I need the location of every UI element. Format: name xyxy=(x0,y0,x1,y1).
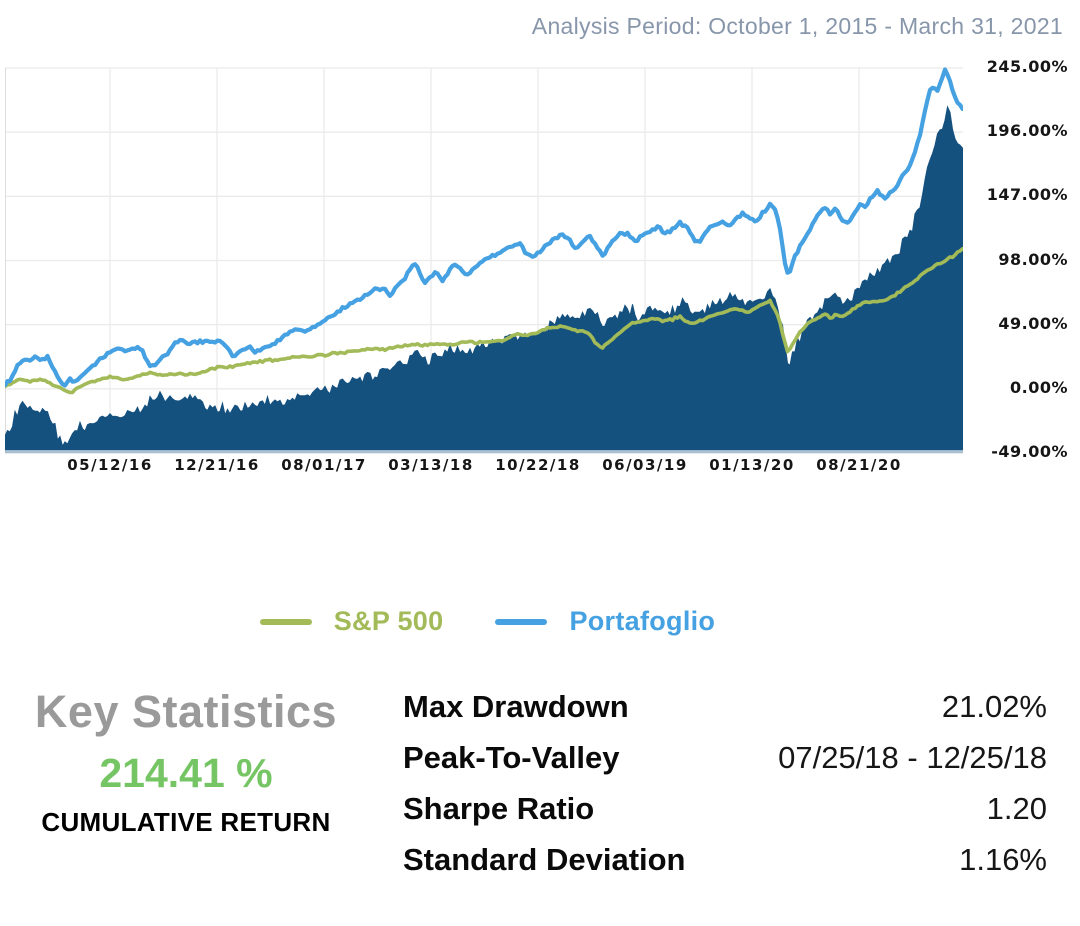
key-statistics-title: Key Statistics xyxy=(34,686,338,737)
x-tick-label: 03/13/18 xyxy=(388,456,474,474)
key-statistics-block: Key Statistics 214.41 % CUMULATIVE RETUR… xyxy=(5,686,367,838)
stat-label-sharpe-ratio: Sharpe Ratio xyxy=(403,791,595,826)
stat-value-peak-to-valley: 07/25/18 - 12/25/18 xyxy=(778,740,1047,775)
cumulative-return-value: 214.41 % xyxy=(99,750,273,796)
legend-label-sp500: S&P 500 xyxy=(333,606,444,636)
cumulative-return-caption: CUMULATIVE RETURN xyxy=(41,807,331,837)
x-tick-label: 08/01/17 xyxy=(281,456,367,474)
y-tick-label: 245.00% xyxy=(986,57,1068,76)
analysis-period-title: Analysis Period: October 1, 2015 - March… xyxy=(531,13,1063,39)
y-tick-label: 0.00% xyxy=(1009,377,1068,397)
performance-chart xyxy=(5,57,963,455)
portfolio-line-swatch-icon xyxy=(495,618,548,625)
performance-chart-canvas xyxy=(5,67,963,454)
stat-value-standard-deviation: 1.16% xyxy=(959,842,1047,877)
y-tick-label: 196.00% xyxy=(986,121,1068,141)
table-row: Max Drawdown 21.02% xyxy=(403,689,1047,740)
legend-item-portfolio: Portafoglio xyxy=(495,606,715,637)
legend-label-portfolio: Portafoglio xyxy=(569,606,716,636)
x-tick-label: 06/03/19 xyxy=(602,456,688,474)
stat-label-max-drawdown: Max Drawdown xyxy=(403,689,629,724)
x-tick-label: 01/13/20 xyxy=(709,456,795,474)
stat-label-peak-to-valley: Peak-To-Valley xyxy=(403,740,620,775)
table-row: Sharpe Ratio 1.20 xyxy=(403,791,1047,842)
table-row: Peak-To-Valley 07/25/18 - 12/25/18 xyxy=(403,740,1047,791)
stat-label-standard-deviation: Standard Deviation xyxy=(403,842,686,877)
y-tick-label: -49.00% xyxy=(991,442,1068,461)
legend-item-sp500: S&P 500 xyxy=(259,606,444,637)
x-tick-label: 05/12/16 xyxy=(67,456,153,474)
y-tick-label: 98.00% xyxy=(998,249,1068,269)
chart-legend: S&P 500 Portafoglio xyxy=(0,606,975,637)
x-tick-label: 10/22/18 xyxy=(495,456,581,474)
x-tick-label: 12/21/16 xyxy=(174,456,260,474)
table-row: Standard Deviation 1.16% xyxy=(403,842,1047,893)
stat-value-sharpe-ratio: 1.20 xyxy=(986,791,1047,826)
y-tick-label: 147.00% xyxy=(986,185,1068,205)
sp500-line-swatch-icon xyxy=(259,618,312,625)
x-tick-label: 08/21/20 xyxy=(816,456,902,474)
y-tick-label: 49.00% xyxy=(998,313,1068,333)
stat-value-max-drawdown: 21.02% xyxy=(941,689,1047,724)
stats-table: Max Drawdown 21.02% Peak-To-Valley 07/25… xyxy=(403,689,1047,893)
